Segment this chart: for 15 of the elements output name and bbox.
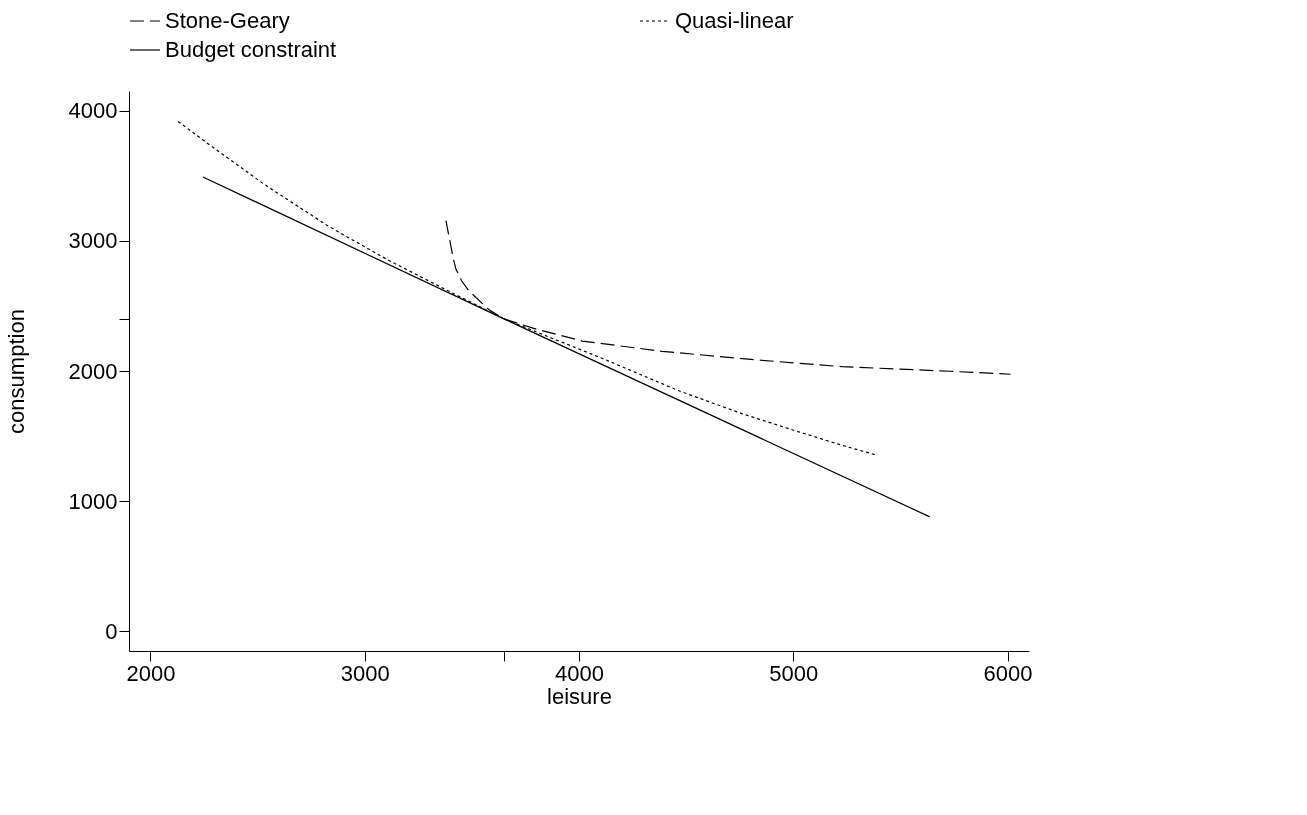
x-tick-label: 2000 [126, 660, 176, 686]
x-tick-label: 4000 [555, 660, 604, 686]
y-tick-label: 1000 [68, 488, 118, 514]
y-tick-label: 2000 [68, 358, 118, 384]
y-tick-label: 3000 [68, 228, 118, 254]
y-tick-label: 0 [105, 618, 118, 644]
y-tick-label: 4000 [68, 98, 118, 124]
legend-label: Stone-Geary [165, 8, 290, 33]
x-axis-title: leisure [547, 683, 612, 709]
x-tick-label: 5000 [769, 660, 819, 686]
legend-label: Budget constraint [165, 37, 337, 62]
y-axis-title: consumption [3, 309, 29, 434]
x-tick-label: 3000 [340, 660, 390, 686]
legend-label: Quasi-linear [675, 8, 794, 33]
x-tick-label: 6000 [983, 660, 1033, 686]
